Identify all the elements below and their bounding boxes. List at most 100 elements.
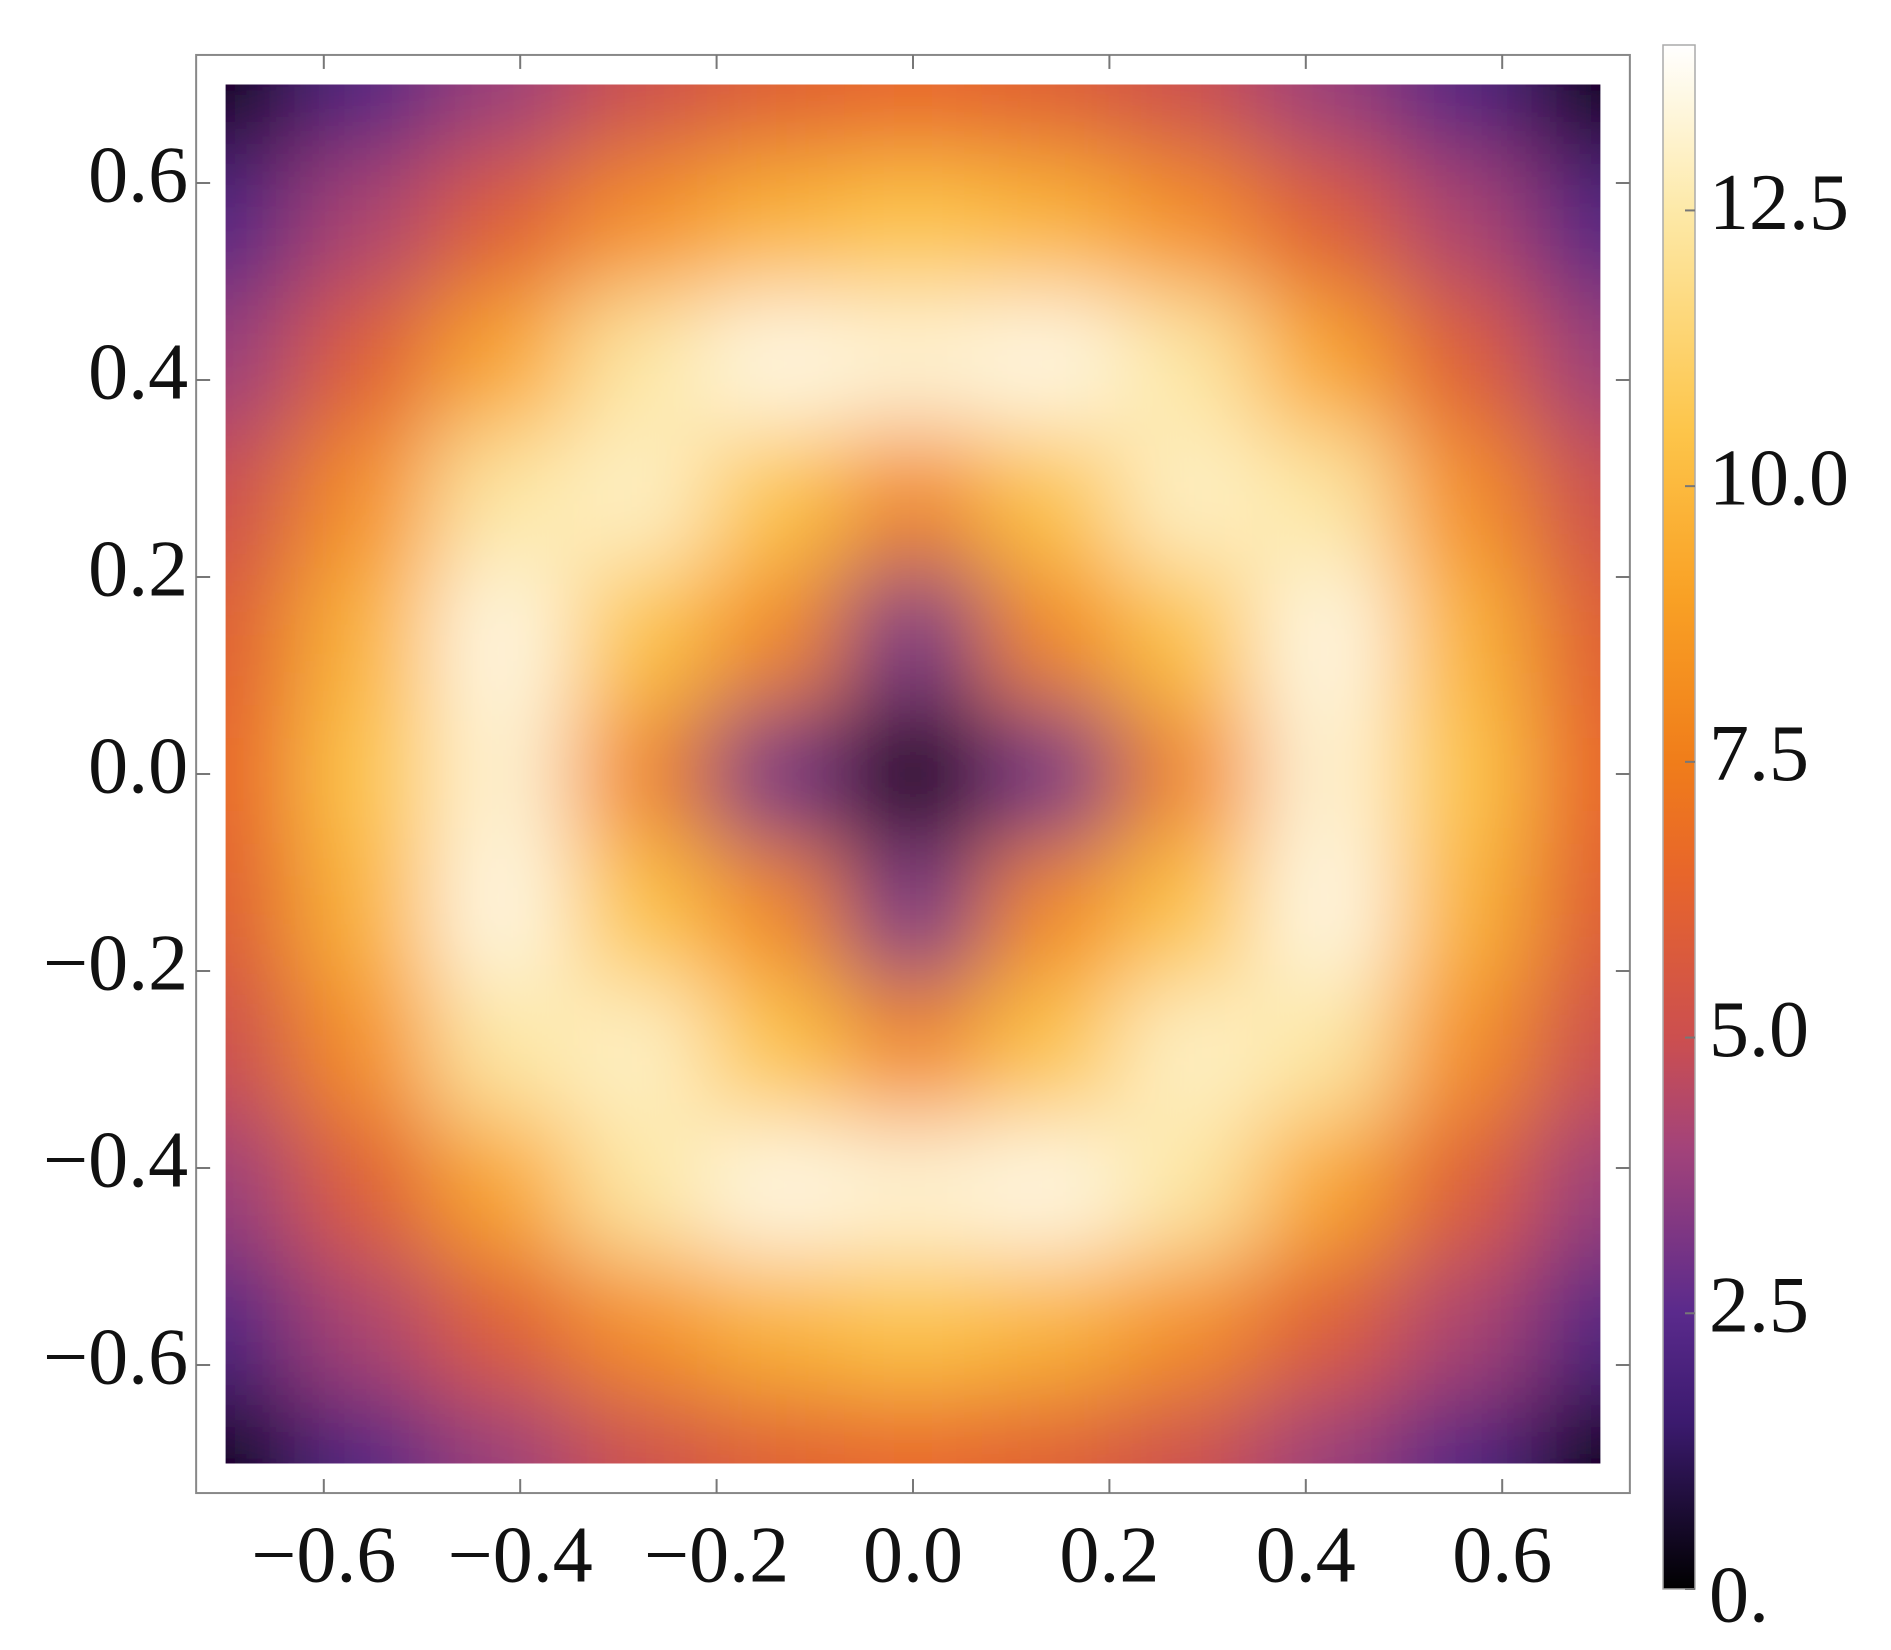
heat-cell bbox=[706, 1256, 845, 1396]
heat-cell bbox=[1531, 291, 1601, 430]
colorbar-tick-label: 2.5 bbox=[1709, 1262, 1809, 1350]
heat-cell bbox=[569, 1256, 708, 1396]
heat-cell bbox=[1394, 84, 1533, 154]
heat-cell bbox=[569, 1118, 708, 1258]
heat-cell bbox=[225, 1118, 295, 1258]
heat-cell bbox=[1256, 842, 1395, 982]
y-tick-label: 0.4 bbox=[88, 328, 188, 416]
heat-cell bbox=[431, 84, 570, 154]
heat-cell bbox=[1119, 980, 1258, 1120]
heat-cell bbox=[294, 1118, 433, 1258]
x-tick-label: 0.6 bbox=[1452, 1511, 1552, 1599]
heat-cell bbox=[431, 567, 570, 706]
heat-cell bbox=[569, 1394, 708, 1464]
heat-cell bbox=[431, 842, 570, 982]
heat-cell bbox=[569, 84, 708, 154]
heat-cell bbox=[1531, 567, 1601, 706]
y-tick-label: −0.6 bbox=[43, 1313, 188, 1401]
heat-cell bbox=[844, 842, 983, 982]
y-tick-label: 0.0 bbox=[88, 722, 188, 810]
heat-cell bbox=[706, 153, 845, 292]
heat-cell bbox=[706, 429, 845, 568]
heat-cell bbox=[225, 291, 295, 430]
x-tick-label: 0.0 bbox=[863, 1511, 963, 1599]
colorbar-tick-label: 12.5 bbox=[1709, 159, 1849, 247]
y-tick-label: 0.2 bbox=[88, 525, 188, 613]
heat-cell bbox=[294, 705, 433, 844]
heat-cell bbox=[225, 980, 295, 1120]
heat-cell bbox=[1119, 429, 1258, 568]
heat-cell bbox=[981, 705, 1120, 844]
x-tick-label: 0.2 bbox=[1059, 1511, 1159, 1599]
heat-cell bbox=[706, 1118, 845, 1258]
heat-cell bbox=[431, 291, 570, 430]
heat-cell bbox=[1394, 1256, 1533, 1396]
heat-cell bbox=[1531, 980, 1601, 1120]
heatmap bbox=[225, 84, 1601, 1464]
heat-cell bbox=[569, 567, 708, 706]
heat-cell bbox=[294, 84, 433, 154]
heat-cell bbox=[706, 1394, 845, 1464]
heat-cell bbox=[569, 705, 708, 844]
heat-cell bbox=[1394, 1118, 1533, 1258]
heat-cell bbox=[1531, 1394, 1601, 1464]
heat-cell bbox=[1256, 705, 1395, 844]
heat-cell bbox=[1119, 84, 1258, 154]
y-tick-label: −0.4 bbox=[43, 1116, 188, 1204]
heat-cell bbox=[294, 291, 433, 430]
heat-cell bbox=[431, 1394, 570, 1464]
heat-cell bbox=[981, 1256, 1120, 1396]
heat-cell bbox=[1119, 567, 1258, 706]
heat-cell bbox=[981, 153, 1120, 292]
heat-cell bbox=[294, 842, 433, 982]
heat-cell bbox=[1394, 153, 1533, 292]
heat-cell bbox=[1531, 1118, 1601, 1258]
heat-cell bbox=[1119, 291, 1258, 430]
heat-cell bbox=[225, 1394, 295, 1464]
heat-cell bbox=[294, 1394, 433, 1464]
heat-cell bbox=[1256, 84, 1395, 154]
colorbar bbox=[1662, 44, 1696, 1590]
y-tick-label: 0.6 bbox=[88, 131, 188, 219]
heat-cell bbox=[1256, 980, 1395, 1120]
heat-cell bbox=[1119, 1394, 1258, 1464]
heat-cell bbox=[1394, 1394, 1533, 1464]
heat-cell bbox=[844, 567, 983, 706]
heat-cell bbox=[1119, 1256, 1258, 1396]
heat-cell bbox=[1531, 1256, 1601, 1396]
heat-cell bbox=[569, 980, 708, 1120]
x-tick-label: −0.2 bbox=[644, 1511, 789, 1599]
heat-cell bbox=[294, 1256, 433, 1396]
x-tick-label: −0.6 bbox=[251, 1511, 396, 1599]
heat-cell bbox=[1256, 1118, 1395, 1258]
heat-cell bbox=[706, 291, 845, 430]
heat-cell bbox=[981, 84, 1120, 154]
heat-cell bbox=[569, 842, 708, 982]
heatmap-area bbox=[225, 84, 1601, 1464]
colorbar-tick-label: 0. bbox=[1709, 1551, 1769, 1639]
heat-cell bbox=[431, 429, 570, 568]
heat-cell bbox=[1119, 842, 1258, 982]
heat-cell bbox=[1531, 153, 1601, 292]
heat-cell bbox=[981, 842, 1120, 982]
heat-cell bbox=[1256, 567, 1395, 706]
heat-cell bbox=[1394, 291, 1533, 430]
heat-cell bbox=[431, 980, 570, 1120]
colorbar-tick-label: 7.5 bbox=[1709, 710, 1809, 798]
heat-cell bbox=[225, 705, 295, 844]
heat-cell bbox=[1531, 84, 1601, 154]
heat-cell bbox=[225, 1256, 295, 1396]
heat-cell bbox=[1256, 1256, 1395, 1396]
heat-cell bbox=[1256, 291, 1395, 430]
heat-cell bbox=[706, 705, 845, 844]
heat-cell bbox=[294, 429, 433, 568]
heat-cell bbox=[706, 980, 845, 1120]
heat-cell bbox=[844, 1118, 983, 1258]
heat-cell bbox=[569, 429, 708, 568]
y-tick-label: −0.2 bbox=[43, 919, 188, 1007]
colorbar-tick-label: 10.0 bbox=[1709, 435, 1849, 523]
heat-cell bbox=[431, 705, 570, 844]
heat-cell bbox=[225, 84, 295, 154]
heat-cell bbox=[706, 842, 845, 982]
